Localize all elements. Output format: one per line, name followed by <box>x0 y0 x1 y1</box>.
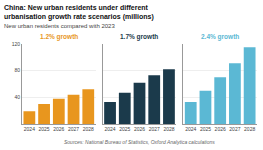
svg-text:2027: 2027 <box>229 126 240 132</box>
svg-text:New urban residents compared w: New urban residents compared with 2023 <box>4 23 115 29</box>
svg-text:2025: 2025 <box>119 126 130 132</box>
svg-text:2024: 2024 <box>24 126 35 132</box>
svg-text:1.7% growth: 1.7% growth <box>120 33 158 41</box>
svg-text:2028: 2028 <box>83 126 94 132</box>
svg-text:Sources: National Bureau of St: Sources: National Bureau of Statistics, … <box>64 139 215 145</box>
svg-text:80: 80 <box>14 67 20 73</box>
svg-text:2025: 2025 <box>39 126 50 132</box>
svg-text:1.2% growth: 1.2% growth <box>40 33 78 41</box>
svg-text:China: New urban residents und: China: New urban residents under differe… <box>4 4 154 21</box>
svg-text:2027: 2027 <box>149 126 160 132</box>
svg-text:2027: 2027 <box>68 126 79 132</box>
svg-text:2026: 2026 <box>134 126 145 132</box>
svg-text:2026: 2026 <box>53 126 64 132</box>
svg-text:2024: 2024 <box>185 126 196 132</box>
svg-text:2026: 2026 <box>215 126 226 132</box>
svg-text:2028: 2028 <box>163 126 174 132</box>
svg-text:2025: 2025 <box>200 126 211 132</box>
svg-text:2028: 2028 <box>244 126 255 132</box>
svg-text:2024: 2024 <box>104 126 115 132</box>
svg-text:120: 120 <box>12 41 21 47</box>
svg-text:2.4% growth: 2.4% growth <box>201 33 239 41</box>
svg-text:40: 40 <box>14 94 20 100</box>
